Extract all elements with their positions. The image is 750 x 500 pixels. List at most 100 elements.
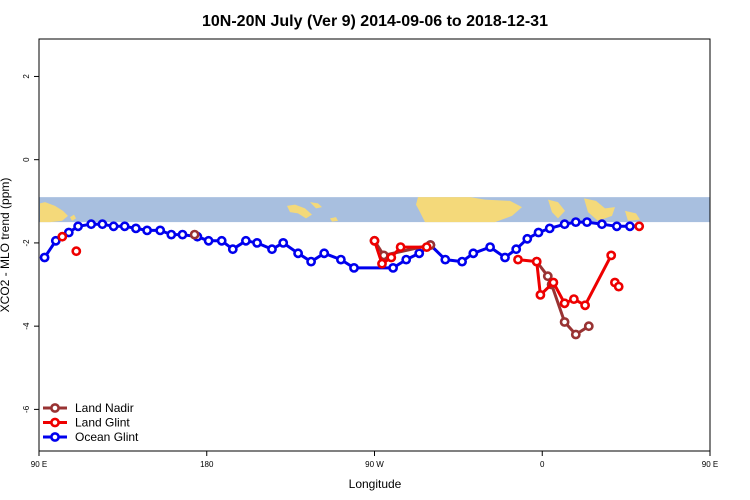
data-point: [606, 250, 617, 261]
data-point: [582, 217, 592, 227]
legend-swatch-marker: [50, 432, 60, 442]
data-point: [625, 221, 635, 232]
legend-label: Ocean Glint: [75, 430, 139, 444]
data-point: [377, 258, 387, 269]
data-point: [386, 252, 397, 263]
data-point: [278, 237, 289, 248]
series-land-glint: [57, 221, 645, 311]
data-point: [97, 219, 108, 230]
data-point: [542, 271, 553, 282]
x-tick-label: 90 E: [31, 460, 47, 469]
legend-swatch-marker: [50, 403, 60, 413]
data-point: [485, 242, 495, 252]
x-tick-label: 0: [540, 460, 545, 469]
map-land-shape: [584, 198, 615, 221]
x-tick-label: 90 E: [702, 460, 718, 469]
y-tick-label: -2: [22, 239, 31, 247]
data-point: [388, 262, 398, 273]
map-land-shape: [70, 214, 76, 221]
axes: 90 E 180 90 W 0 90 E 2 0 -2 -4 -6: [22, 74, 718, 469]
data-point: [86, 219, 97, 230]
data-point: [544, 223, 555, 234]
data-point: [395, 242, 406, 252]
map-land-shape: [310, 202, 322, 209]
data-point: [240, 235, 251, 246]
data-point: [559, 219, 570, 230]
data-point: [57, 231, 68, 242]
data-point: [401, 254, 412, 265]
x-tick-label: 90 W: [365, 460, 384, 469]
data-point: [119, 221, 130, 232]
data-point: [414, 248, 425, 259]
data-point: [319, 248, 330, 259]
data-point: [216, 235, 227, 246]
data-point: [583, 321, 594, 332]
data-point: [155, 225, 166, 236]
data-point: [559, 317, 570, 327]
data-point: [335, 254, 346, 265]
data-point: [559, 298, 570, 309]
x-tick-label: 180: [200, 460, 214, 469]
data-point: [468, 248, 479, 259]
data-point: [570, 217, 581, 227]
y-tick-label: -4: [22, 322, 31, 330]
data-point: [252, 237, 262, 248]
map-land-shape: [330, 217, 338, 222]
world-map-band: [39, 197, 710, 223]
data-point: [50, 235, 61, 246]
data-point: [39, 252, 50, 263]
data-point: [548, 277, 559, 288]
data-point: [533, 227, 544, 238]
data-point: [500, 252, 510, 263]
data-point: [569, 294, 579, 304]
legend-swatch-marker: [50, 417, 60, 428]
data-point: [613, 281, 624, 292]
series-ocean-glint: [39, 217, 635, 273]
data-point: [349, 262, 359, 273]
data-point: [227, 244, 238, 255]
data-point: [580, 300, 590, 311]
data-point: [177, 229, 188, 240]
y-axis-label: XCO2 - MLO trend (ppm): [0, 178, 12, 313]
data-point: [306, 256, 316, 267]
data-point: [513, 254, 523, 265]
data-point: [71, 246, 82, 257]
data-point: [634, 221, 645, 232]
data-point: [611, 221, 622, 232]
data-point: [130, 223, 141, 234]
data-point: [597, 219, 607, 230]
data-point: [421, 242, 432, 252]
data-point: [535, 289, 546, 300]
data-point: [570, 329, 581, 340]
data-point: [108, 221, 119, 232]
legend-label: Land Glint: [75, 416, 130, 430]
y-tick-label: 0: [22, 157, 31, 162]
legend-label: Land Nadir: [75, 401, 134, 415]
data-point: [267, 244, 277, 255]
data-point: [142, 225, 152, 236]
data-point: [203, 235, 214, 246]
data-point: [63, 227, 74, 238]
data-point: [369, 235, 380, 246]
map-land: [40, 197, 640, 223]
data-point: [531, 256, 542, 267]
y-tick-label: -6: [22, 405, 31, 413]
data-point: [511, 244, 522, 255]
data-point: [293, 248, 303, 259]
map-land-shape: [287, 204, 312, 219]
y-tick-label: 2: [22, 74, 31, 79]
data-point: [73, 221, 83, 232]
data-point: [457, 256, 467, 267]
data-point: [189, 229, 200, 240]
map-land-shape: [416, 197, 522, 223]
data-point: [522, 233, 533, 244]
chart-title: 10N-20N July (Ver 9) 2014-09-06 to 2018-…: [202, 13, 548, 30]
map-land-shape: [625, 210, 640, 221]
map-land-shape: [548, 199, 565, 219]
data-point: [440, 254, 451, 265]
x-axis-label: Longitude: [349, 477, 402, 491]
data-point: [166, 229, 177, 240]
plot-series: [39, 217, 645, 340]
